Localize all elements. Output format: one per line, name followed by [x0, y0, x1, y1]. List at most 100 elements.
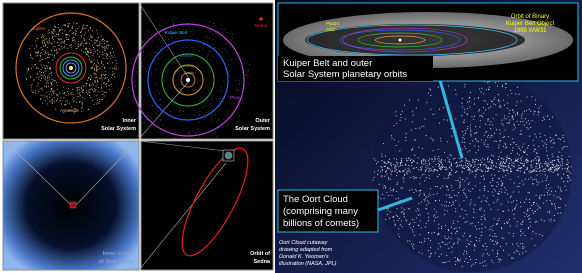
decor-dot	[397, 162, 398, 163]
decor-dot	[27, 69, 28, 70]
decor-dot	[480, 165, 481, 166]
decor-dot	[401, 212, 402, 213]
decor-dot	[503, 166, 504, 167]
decor-dot	[220, 100, 221, 101]
decor-dot	[102, 47, 103, 48]
decor-dot	[536, 175, 537, 176]
decor-dot	[224, 29, 225, 30]
decor-dot	[102, 94, 103, 95]
decor-dot	[388, 177, 389, 178]
decor-dot	[64, 24, 65, 25]
decor-dot	[513, 112, 514, 113]
decor-dot	[479, 190, 480, 191]
decor-dot	[439, 165, 440, 166]
decor-dot	[503, 169, 504, 170]
decor-dot	[455, 200, 456, 201]
label: Pluto	[230, 95, 241, 100]
decor-dot	[157, 111, 158, 112]
decor-dot	[49, 97, 50, 98]
decor-dot	[423, 164, 424, 165]
decor-dot	[429, 163, 430, 164]
decor-dot	[495, 104, 496, 105]
decor-dot	[520, 243, 521, 244]
decor-dot	[60, 38, 61, 39]
decor-dot	[81, 111, 82, 112]
decor-dot	[524, 163, 525, 164]
decor-dot	[410, 177, 411, 178]
decor-dot	[561, 161, 562, 162]
decor-dot	[390, 190, 391, 191]
decor-dot	[493, 202, 494, 203]
decor-dot	[47, 68, 48, 69]
decor-dot	[426, 177, 427, 178]
decor-dot	[222, 29, 223, 30]
decor-dot	[510, 225, 511, 226]
decor-dot	[522, 233, 523, 234]
decor-dot	[78, 96, 79, 97]
decor-dot	[90, 79, 91, 80]
decor-dot	[562, 163, 563, 164]
decor-dot	[500, 133, 501, 134]
decor-dot	[412, 246, 413, 247]
decor-dot	[382, 170, 383, 171]
decor-dot	[560, 187, 561, 188]
decor-dot	[101, 77, 102, 78]
decor-dot	[107, 55, 108, 56]
decor-dot	[92, 36, 93, 37]
decor-dot	[387, 214, 388, 215]
decor-dot	[476, 237, 477, 238]
oort-cloud-diagram: Jupiter Asteroids Inner Solar System Kui…	[0, 0, 582, 273]
decor-dot	[199, 114, 200, 115]
decor-dot	[450, 174, 451, 175]
decor-dot	[64, 104, 65, 105]
decor-dot	[418, 147, 419, 148]
decor-dot	[432, 114, 433, 115]
decor-dot	[451, 165, 452, 166]
decor-dot	[568, 171, 569, 172]
decor-dot	[78, 41, 79, 42]
decor-dot	[525, 150, 526, 151]
decor-dot	[86, 43, 87, 44]
decor-dot	[480, 164, 481, 165]
decor-dot	[403, 170, 404, 171]
decor-dot	[58, 27, 59, 28]
decor-dot	[83, 51, 84, 52]
callout-text: The Oort Cloud	[283, 194, 348, 205]
decor-dot	[409, 190, 410, 191]
decor-dot	[52, 101, 53, 102]
decor-dot	[448, 230, 449, 231]
decor-dot	[65, 34, 66, 35]
decor-dot	[81, 43, 82, 44]
decor-dot	[514, 161, 515, 162]
decor-dot	[449, 202, 450, 203]
decor-dot	[527, 167, 528, 168]
decor-dot	[481, 201, 482, 202]
decor-dot	[470, 204, 471, 205]
decor-dot	[71, 44, 72, 45]
decor-dot	[484, 210, 485, 211]
decor-dot	[483, 100, 484, 101]
decor-dot	[446, 201, 447, 202]
decor-dot	[467, 262, 468, 263]
decor-dot	[419, 183, 420, 184]
decor-dot	[517, 159, 518, 160]
decor-dot	[520, 158, 521, 159]
decor-dot	[543, 145, 544, 146]
decor-dot	[537, 205, 538, 206]
decor-dot	[88, 30, 89, 31]
decor-dot	[409, 208, 410, 209]
decor-dot	[430, 195, 431, 196]
inset-caption: Kuiper Belt and outer	[283, 58, 372, 69]
decor-dot	[181, 110, 182, 111]
decor-dot	[520, 206, 521, 207]
decor-dot	[416, 177, 417, 178]
decor-dot	[71, 92, 72, 93]
decor-dot	[451, 155, 452, 156]
decor-dot	[93, 47, 94, 48]
decor-dot	[502, 120, 503, 121]
decor-dot	[475, 170, 476, 171]
decor-dot	[96, 95, 97, 96]
decor-dot	[444, 214, 445, 215]
decor-dot	[489, 229, 490, 230]
decor-dot	[524, 216, 525, 217]
